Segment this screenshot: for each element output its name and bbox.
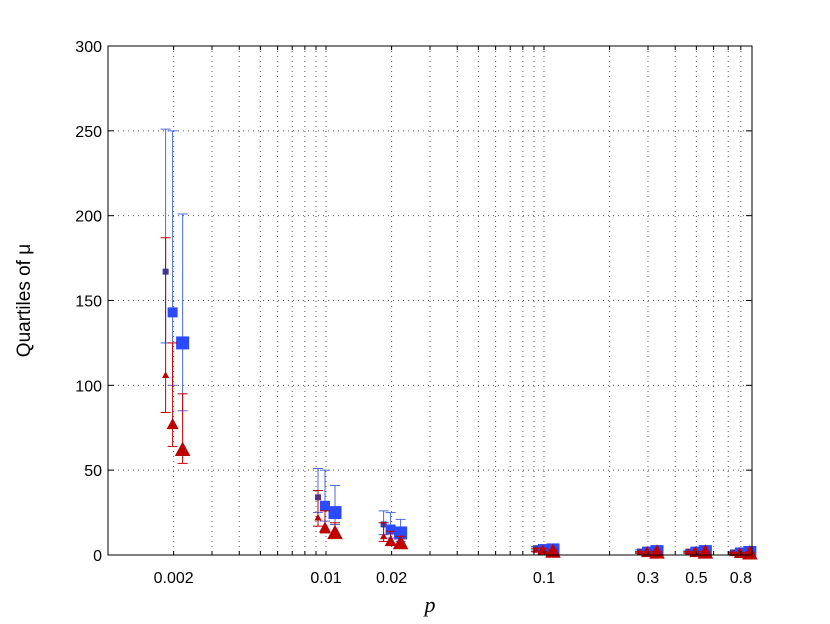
y-tick-label: 250 xyxy=(75,124,102,141)
y-tick-label: 200 xyxy=(75,209,102,226)
y-tick-label: 150 xyxy=(75,294,102,311)
median-triangle-marker xyxy=(384,535,397,547)
grid-lines xyxy=(108,46,752,555)
series-square-large xyxy=(176,213,757,559)
y-tick-label: 50 xyxy=(84,463,102,480)
median-triangle-marker xyxy=(174,441,191,456)
series-triangle-medium xyxy=(166,342,746,559)
median-triangle-marker xyxy=(545,543,561,558)
median-triangle-marker xyxy=(392,534,409,550)
y-axis-label: Quartiles of μ xyxy=(14,244,35,357)
median-triangle-marker xyxy=(640,546,653,558)
median-triangle-marker xyxy=(166,418,179,430)
series-triangle-small xyxy=(160,237,738,557)
median-triangle-marker xyxy=(380,532,388,540)
y-tick-label: 100 xyxy=(75,378,102,395)
median-triangle-marker xyxy=(684,548,692,556)
plot-frame xyxy=(107,45,753,556)
median-square-marker xyxy=(319,500,330,511)
median-triangle-marker xyxy=(636,548,644,556)
x-tick-label: 0.3 xyxy=(637,570,659,587)
x-tick-label: 0.8 xyxy=(730,570,752,587)
median-triangle-marker xyxy=(729,549,737,557)
y-tick-labels: 0 50 100 150 200 250 300 xyxy=(75,39,102,565)
median-triangle-marker xyxy=(689,546,702,558)
series-square-small xyxy=(160,128,738,556)
median-square-marker xyxy=(167,307,178,318)
median-triangle-marker xyxy=(318,521,331,533)
x-tick-label: 0.1 xyxy=(533,570,555,587)
series-square-medium xyxy=(167,130,745,558)
y-tick-label: 0 xyxy=(93,548,102,565)
x-tick-label: 0.5 xyxy=(685,570,707,587)
median-square-marker xyxy=(176,336,190,350)
axis-ticks xyxy=(107,45,753,556)
series-triangle-large xyxy=(174,393,758,560)
median-triangle-marker xyxy=(327,524,343,540)
x-tick-label: 0.02 xyxy=(376,570,407,587)
median-triangle-marker xyxy=(162,371,170,378)
median-triangle-marker xyxy=(536,544,549,556)
x-axis-label: p xyxy=(423,592,436,617)
series-group xyxy=(160,128,758,560)
x-tick-labels: 0.002 0.01 0.02 0.1 0.3 0.5 0.8 xyxy=(154,570,752,587)
x-tick-label: 0.01 xyxy=(310,570,341,587)
x-tick-label: 0.002 xyxy=(154,570,194,587)
median-square-marker xyxy=(328,506,342,520)
y-tick-label: 300 xyxy=(75,39,102,56)
median-triangle-marker xyxy=(314,513,322,521)
median-triangle-marker xyxy=(742,545,758,560)
median-square-marker xyxy=(385,524,396,535)
